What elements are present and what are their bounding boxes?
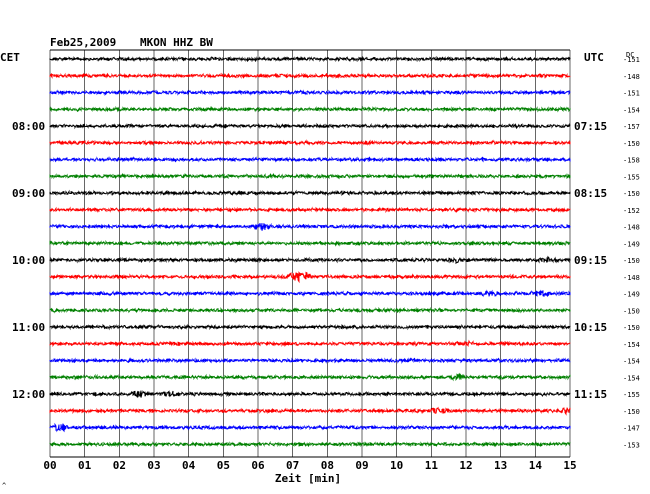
dc-offset-label: -150 (623, 190, 640, 198)
dc-offset-label: -154 (623, 358, 640, 366)
right-time-labels: 07:15 08:15 09:15 10:15 11:15 (574, 120, 607, 401)
dc-offset-label: -148 (623, 224, 640, 232)
dc-offset-labels: -151 -148 -151 -154 -157 -150 -158 -155 -150 -152… (623, 56, 640, 449)
trace-18 (49, 357, 571, 364)
trace-6 (49, 156, 571, 163)
left-time-label: 12:00 (12, 388, 45, 401)
x-tick-label: 13 (494, 459, 507, 472)
right-time-label: 08:15 (574, 187, 607, 200)
dc-offset-label: -158 (623, 157, 640, 165)
right-timezone-label: UTC (584, 51, 604, 64)
trace-group (49, 55, 571, 448)
corner-mark: ^ (2, 482, 6, 490)
dc-offset-label: -150 (623, 307, 640, 315)
left-timezone-label: CET (0, 51, 20, 64)
left-time-labels: 08:00 09:00 10:00 11:00 12:00 (12, 120, 45, 401)
right-time-label: 11:15 (574, 388, 607, 401)
grid (49, 49, 571, 458)
trace-1 (49, 72, 571, 80)
chart-date: Feb25,2009 (50, 36, 116, 49)
dc-offset-label: -150 (623, 257, 640, 265)
left-time-label: 09:00 (12, 187, 45, 200)
trace-8 (49, 189, 571, 197)
dc-offset-label: -149 (623, 291, 640, 299)
trace-23 (49, 440, 571, 448)
dc-offset-label: -150 (623, 324, 640, 332)
x-tick-label: 05 (217, 459, 230, 472)
trace-9 (49, 206, 571, 214)
x-tick-label: 11 (425, 459, 439, 472)
dc-offset-label: -154 (623, 374, 640, 382)
x-tick-label: 06 (251, 459, 265, 472)
x-tick-label: 08 (321, 459, 334, 472)
x-axis-ticks: 00 01 02 03 04 05 06 07 08 09 10 11 12 13 14 15 (43, 459, 576, 472)
dc-offset-label: -148 (623, 274, 640, 282)
x-tick-label: 07 (286, 459, 299, 472)
left-time-label: 10:00 (12, 254, 45, 267)
dc-offset-label: -154 (623, 106, 640, 114)
x-axis-label: Zeit [min] (275, 472, 341, 485)
x-tick-label: 09 (355, 459, 368, 472)
x-tick-label: 00 (43, 459, 56, 472)
dc-offset-label: -155 (623, 173, 640, 181)
dc-offset-label: -147 (623, 425, 640, 433)
trace-2 (49, 89, 571, 96)
right-time-label: 07:15 (574, 120, 607, 133)
trace-22 (49, 422, 571, 433)
dc-offset-label: -149 (623, 240, 640, 248)
x-tick-label: 02 (113, 459, 126, 472)
trace-14 (49, 289, 571, 298)
left-time-label: 11:00 (12, 321, 45, 334)
dc-offset-label: -153 (623, 441, 640, 449)
trace-15 (49, 306, 571, 314)
trace-16 (49, 323, 571, 331)
trace-4 (49, 122, 571, 130)
trace-20 (49, 390, 571, 399)
trace-10 (49, 222, 571, 231)
dc-offset-label: -150 (623, 408, 640, 416)
x-tick-label: 14 (529, 459, 543, 472)
trace-3 (49, 105, 571, 113)
dc-offset-label: -148 (623, 73, 640, 81)
dc-header-label: DC (626, 51, 634, 59)
x-tick-label: 12 (459, 459, 472, 472)
chart-station: MKON HHZ BW (140, 36, 213, 49)
trace-19 (49, 372, 571, 382)
x-tick-label: 15 (563, 459, 576, 472)
x-tick-label: 04 (182, 459, 196, 472)
trace-11 (49, 239, 571, 247)
right-time-label: 09:15 (574, 254, 607, 267)
trace-0 (49, 55, 571, 63)
trace-17 (49, 339, 571, 348)
trace-13 (49, 271, 571, 284)
trace-12 (49, 255, 571, 265)
dc-offset-label: -155 (623, 391, 640, 399)
trace-5 (49, 139, 571, 147)
trace-21 (49, 406, 571, 416)
dc-offset-label: -151 (623, 90, 640, 98)
x-tick-label: 01 (78, 459, 92, 472)
dc-offset-label: -152 (623, 207, 640, 215)
x-tick-label: 03 (147, 459, 160, 472)
dc-offset-label: -150 (623, 140, 640, 148)
dc-offset-label: -157 (623, 123, 640, 131)
trace-7 (49, 172, 571, 180)
dc-offset-label: -154 (623, 341, 640, 349)
dc-offset-label: -151 (623, 56, 640, 64)
x-tick-label: 10 (390, 459, 403, 472)
right-time-label: 10:15 (574, 321, 607, 334)
left-time-label: 08:00 (12, 120, 45, 133)
